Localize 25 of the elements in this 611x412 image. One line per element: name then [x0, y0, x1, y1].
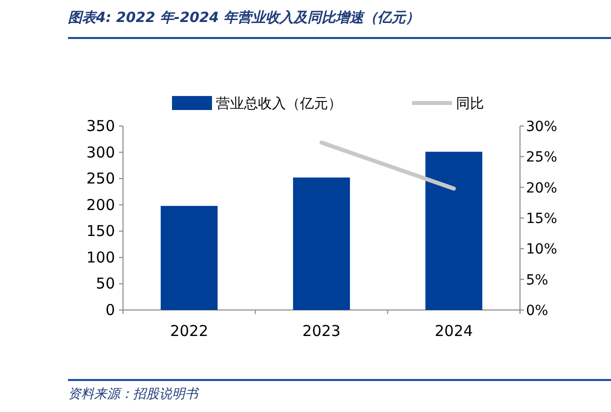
y2-tick-label: 10% [526, 242, 558, 258]
y-tick-label: 200 [86, 196, 115, 214]
y2-tick-label: 25% [526, 150, 558, 166]
y2-tick-label: 20% [526, 180, 558, 196]
y-tick-label: 350 [86, 117, 115, 135]
y-tick-label: 300 [86, 143, 115, 162]
x-tick-label: 2024 [434, 322, 473, 340]
y-tick-label: 0 [105, 301, 115, 319]
x-tick-label: 2023 [302, 322, 341, 340]
y2-tick-label: 30% [526, 119, 558, 135]
text: 资料来源：招股说明书 [68, 387, 200, 402]
y2-tick-label: 0% [526, 303, 548, 319]
x-tick-label: 2022 [170, 322, 208, 340]
bar [425, 152, 482, 310]
y-tick-label: 100 [86, 248, 115, 266]
legend-label: 营业总收入（亿元） [216, 96, 342, 112]
y-tick-label: 50 [96, 274, 115, 293]
y2-tick-label: 5% [526, 272, 548, 288]
legend-label: 同比 [456, 96, 484, 112]
bar [160, 206, 218, 310]
y-tick-label: 250 [86, 170, 115, 188]
y2-tick-label: 15% [526, 211, 558, 227]
y-tick-label: 150 [86, 222, 115, 240]
title: 图表4: 2022 年-2024 年营业收入及同比增速（亿元） [68, 10, 420, 26]
bar [293, 178, 350, 310]
